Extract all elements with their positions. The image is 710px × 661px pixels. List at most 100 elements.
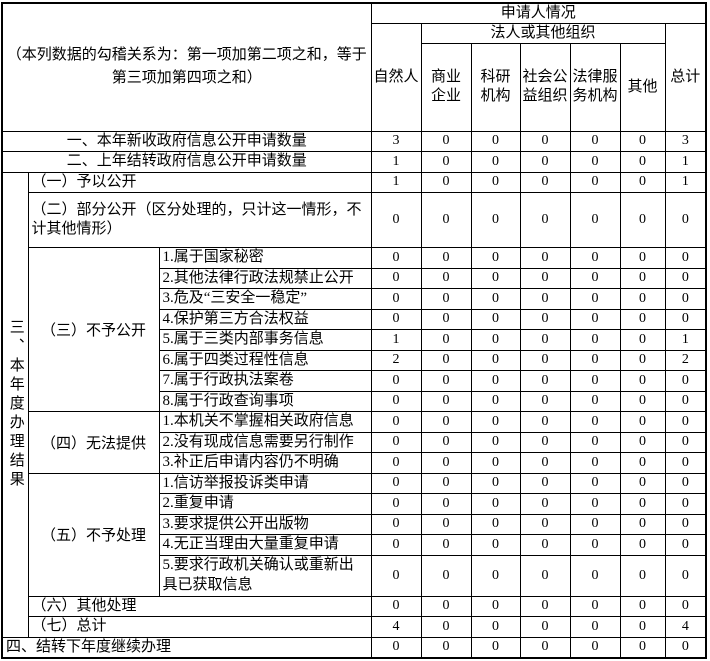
- value-cell: 0: [370, 595, 422, 617]
- header-row-3: 商业 企业 科研 机构 社会公 益组织 法律服 务机构 其他: [2, 42, 706, 132]
- value-cell: 0: [370, 513, 422, 535]
- header-col-natural-person: 自然人: [370, 22, 422, 132]
- value-cell: 0: [619, 534, 666, 556]
- value-cell: 0: [519, 493, 571, 515]
- row-label-cell: 7.属于行政执法案卷: [158, 370, 372, 392]
- value-cell: 0: [664, 472, 707, 494]
- table-row: 3.要求提供公开出版物 0 0 0 0 0 0 0: [2, 513, 707, 535]
- value-cell: 0: [619, 151, 666, 173]
- value-cell: 0: [619, 452, 666, 474]
- value-cell: 0: [470, 288, 521, 310]
- value-cell: 0: [519, 349, 571, 371]
- value-cell: 0: [470, 192, 521, 248]
- value-cell: 0: [569, 472, 621, 494]
- value-cell: 2: [370, 349, 422, 371]
- value-cell: 1: [370, 329, 422, 351]
- value-cell: 0: [664, 288, 707, 310]
- value-cell: 4: [370, 616, 422, 638]
- value-cell: 0: [569, 390, 621, 412]
- value-cell: 0: [664, 595, 707, 617]
- value-cell: 0: [519, 130, 571, 152]
- value-cell: 0: [470, 472, 521, 494]
- value-cell: 0: [519, 329, 571, 351]
- table-row: 2.其他法律行政法规禁止公开 0 0 0 0 0 0 0: [2, 267, 707, 289]
- value-cell: 3: [370, 130, 422, 152]
- table-row: 4.保护第三方合法权益 0 0 0 0 0 0 0: [2, 308, 707, 330]
- value-cell: 0: [470, 308, 521, 330]
- value-cell: 0: [619, 513, 666, 535]
- value-cell: 0: [519, 267, 571, 289]
- value-cell: 1: [370, 171, 422, 193]
- value-cell: 0: [619, 472, 666, 494]
- value-cell: 0: [370, 192, 422, 248]
- value-cell: 0: [370, 554, 422, 597]
- table-row: （六）其他处理 0 0 0 0 0 0 0: [2, 595, 707, 617]
- row-label-cell: （一）予以公开: [27, 171, 372, 193]
- value-cell: 0: [470, 267, 521, 289]
- value-cell: 4: [664, 616, 707, 638]
- value-cell: 0: [569, 247, 621, 269]
- table-row: （二）部分公开（区分处理的，只计这一情形，不计其他情形） 0 0 0 0 0 0 0: [2, 192, 707, 248]
- value-cell: 0: [569, 616, 621, 638]
- value-cell: 0: [420, 288, 472, 310]
- value-cell: 0: [519, 513, 571, 535]
- value-cell: 0: [470, 452, 521, 474]
- value-cell: 0: [370, 370, 422, 392]
- value-cell: 0: [420, 472, 472, 494]
- header-row-1: （本列数据的勾稽关系为：第一项加第二项之和，等于第三项加第四项之和） 申请人情况: [1, 2, 707, 132]
- row-label-cell: 1.本机关不掌握相关政府信息: [158, 411, 372, 433]
- value-cell: 0: [569, 151, 621, 173]
- value-cell: 1: [664, 329, 707, 351]
- value-cell: 0: [470, 171, 521, 193]
- row-label-cell: 8.属于行政查询事项: [158, 390, 372, 412]
- value-cell: 0: [664, 370, 707, 392]
- value-cell: 0: [519, 534, 571, 556]
- row-label-cell: 3.危及“三安全一稳定”: [158, 288, 372, 310]
- value-cell: 0: [470, 329, 521, 351]
- value-cell: 2: [664, 349, 707, 371]
- table-row: （三）不予公开 1.属于国家秘密 0 0 0 0 0 0 0: [2, 247, 707, 412]
- value-cell: 0: [519, 472, 571, 494]
- value-cell: 0: [519, 595, 571, 617]
- value-cell: 0: [619, 247, 666, 269]
- value-cell: 0: [664, 192, 707, 248]
- value-cell: 0: [569, 493, 621, 515]
- value-cell: 0: [664, 554, 707, 597]
- row-label-cell: 6.属于四类过程性信息: [158, 349, 372, 371]
- value-cell: 0: [619, 616, 666, 638]
- value-cell: 0: [470, 370, 521, 392]
- row-label-cell: 4.无正当理由大量重复申请: [158, 534, 372, 556]
- value-cell: 0: [664, 411, 707, 433]
- value-cell: 0: [470, 513, 521, 535]
- row-label-cell: （七）总计: [27, 616, 372, 638]
- table-row: 一、本年新收政府信息公开申请数量 3 0 0 0 0 0 3: [1, 130, 707, 152]
- value-cell: 0: [370, 534, 422, 556]
- table-row: 7.属于行政执法案卷 0 0 0 0 0 0 0: [2, 370, 707, 392]
- value-cell: 0: [569, 534, 621, 556]
- value-cell: 0: [664, 267, 707, 289]
- value-cell: 0: [569, 288, 621, 310]
- value-cell: 0: [370, 472, 422, 494]
- table-row: 三、本年度办理结果 （一）予以公开 1 0 0 0 0 0 1: [1, 171, 707, 638]
- value-cell: 0: [569, 267, 621, 289]
- value-cell: 0: [370, 493, 422, 515]
- value-cell: 0: [470, 431, 521, 453]
- value-cell: 0: [370, 247, 422, 269]
- value-cell: 0: [569, 513, 621, 535]
- value-cell: 0: [370, 308, 422, 330]
- header-col-commercial: 商业 企业: [420, 42, 472, 132]
- value-cell: 0: [370, 288, 422, 310]
- value-cell: 0: [420, 390, 472, 412]
- table-row: 2.重复申请 0 0 0 0 0 0 0: [2, 493, 707, 515]
- category-label-cell: （三）不予公开: [27, 247, 160, 412]
- value-cell: 0: [519, 390, 571, 412]
- header-legal-org-group: 法人或其他组织: [420, 22, 666, 44]
- vertical-section-label-cell: 三、本年度办理结果: [1, 171, 29, 638]
- header-col-other: 其他: [619, 42, 666, 132]
- value-cell: 0: [470, 493, 521, 515]
- value-cell: 0: [569, 452, 621, 474]
- value-cell: 0: [420, 493, 472, 515]
- row-label-cell: 二、上年结转政府信息公开申请数量: [1, 151, 372, 173]
- vertical-section-label: 三、本年度办理结果: [7, 319, 24, 490]
